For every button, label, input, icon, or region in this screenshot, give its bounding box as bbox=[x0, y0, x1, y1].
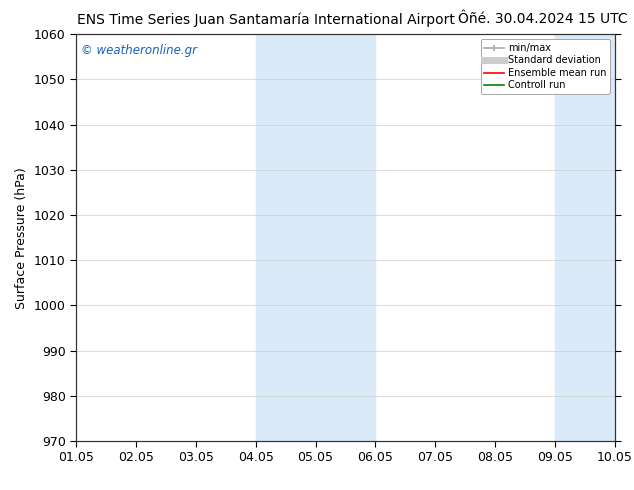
Text: ENS Time Series Juan Santamaría International Airport: ENS Time Series Juan Santamaría Internat… bbox=[77, 12, 455, 27]
Bar bbox=[555, 34, 615, 441]
Y-axis label: Surface Pressure (hPa): Surface Pressure (hPa) bbox=[15, 167, 29, 309]
Bar bbox=[256, 34, 375, 441]
Legend: min/max, Standard deviation, Ensemble mean run, Controll run: min/max, Standard deviation, Ensemble me… bbox=[481, 39, 610, 94]
Text: © weatheronline.gr: © weatheronline.gr bbox=[81, 45, 197, 57]
Text: Ôñé. 30.04.2024 15 UTC: Ôñé. 30.04.2024 15 UTC bbox=[458, 12, 628, 26]
